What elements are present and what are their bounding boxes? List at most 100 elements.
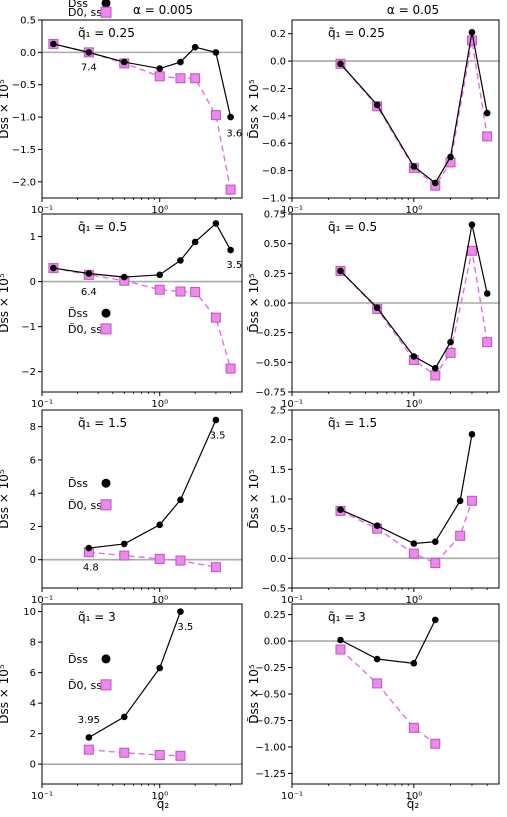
filled-point	[431, 364, 439, 372]
column-title-left: α = 0.005	[133, 3, 193, 17]
y-tick-label: 0	[30, 555, 36, 566]
y-tick-label: 1.5	[270, 465, 286, 476]
square-point	[119, 550, 130, 561]
filled-point	[85, 49, 93, 56]
y-tick-label: 4	[30, 699, 36, 710]
x-tick-label: 10⁻¹	[31, 791, 53, 802]
y-axis-label: D̃ss × 10⁵	[247, 273, 261, 333]
filled-point	[337, 506, 344, 513]
legend-label-square: D̃0, ss	[68, 323, 102, 336]
column-title-right: α = 0.05	[387, 3, 439, 17]
square-point	[210, 562, 221, 573]
filled-point	[373, 655, 381, 663]
filled-point	[373, 101, 381, 109]
square-point	[335, 644, 346, 655]
filled-point	[177, 496, 184, 504]
square-point	[466, 495, 477, 506]
square-point	[466, 245, 477, 256]
annotation: 3.5	[210, 430, 226, 441]
y-tick-label: −0.50	[255, 358, 286, 369]
panel-row1-left: 0.5 0.0 −0.5 −1.0 −1.5 −2.0 10⁻¹ 10⁰ 7.4 3.6 q̃₁ =…	[0, 0, 243, 216]
y-tick-label: 0.2	[270, 29, 286, 40]
y-tick-label: 0.5	[270, 524, 286, 535]
filled-point	[373, 304, 381, 312]
filled-point	[50, 264, 57, 272]
square-point	[175, 555, 186, 566]
square-point	[225, 184, 236, 195]
y-tick-label: 6	[30, 668, 36, 679]
legend-label-square: D̃0, ss	[68, 6, 102, 19]
filled-point	[227, 246, 234, 254]
filled-point	[85, 544, 93, 552]
filled-point	[410, 540, 418, 547]
filled-point	[483, 109, 491, 117]
x-tick-label: 10⁰	[151, 595, 168, 606]
square-point	[154, 553, 165, 564]
y-tick-label: −0.75	[255, 388, 286, 399]
y-axis-label: D̃ss × 10⁵	[247, 79, 261, 139]
y-tick-label: −0.50	[255, 690, 286, 701]
square-point	[225, 363, 236, 374]
filled-point	[156, 65, 164, 72]
filled-point	[120, 58, 128, 66]
y-tick-label: 0.25	[264, 269, 286, 280]
filled-point	[456, 497, 464, 505]
y-tick-label: −0.6	[262, 139, 286, 150]
y-tick-label: 0.5	[20, 16, 36, 27]
y-tick-label: 10	[23, 607, 36, 618]
plot-frame	[41, 409, 243, 589]
filled-point	[177, 58, 184, 66]
y-tick-label: −0.5	[12, 80, 36, 91]
panel-row2-left: 1 0 −1 −2 10⁻¹ 10⁰ 6.4 3.5 q̃₁ = 0.5 D̃ss D̃0, ss D…	[0, 213, 243, 410]
y-tick-label: 0.25	[264, 610, 286, 621]
filled-point	[120, 713, 128, 721]
plot-frame	[291, 213, 500, 393]
y-tick-label: −1.00	[255, 742, 286, 753]
filled-point	[410, 659, 418, 667]
q1-label: q̃₁ = 3	[328, 610, 366, 624]
filled-point	[156, 521, 164, 529]
legend-label-filled: D̃ss	[68, 307, 88, 320]
series-filled-line	[340, 434, 473, 545]
square-point	[190, 73, 201, 84]
y-tick-label: −0.5	[262, 584, 286, 595]
annotation: 6.4	[81, 287, 97, 298]
y-tick-label: −2	[21, 367, 36, 378]
annotation: 3.5	[226, 260, 242, 271]
panel-row3-left: 8 6 4 2 0 10⁻¹ 10⁰ 4.8 3.5 q̃₁ = 1.5 D̃ss D̃0, ss D̃…	[0, 409, 243, 606]
y-axis-label: D̃ss × 10⁵	[0, 664, 11, 724]
filled-point	[50, 40, 57, 48]
square-point	[210, 312, 221, 323]
y-tick-label: 1	[30, 232, 36, 243]
y-tick-label: 0.0	[270, 57, 286, 68]
filled-point	[431, 616, 439, 624]
q1-label: q̃₁ = 0.5	[328, 220, 377, 234]
y-tick-label: 0.00	[264, 299, 286, 310]
annotation: 4.8	[83, 563, 99, 574]
filled-point	[212, 49, 220, 56]
square-point	[210, 110, 221, 121]
legend-marker-filled	[101, 654, 111, 664]
plot-frame	[291, 409, 500, 589]
y-tick-label: −2.0	[12, 177, 36, 188]
series-filled-line	[340, 32, 488, 184]
filled-point	[212, 220, 220, 227]
filled-point	[431, 179, 439, 187]
y-tick-label: −1.0	[262, 194, 286, 205]
square-point	[175, 73, 186, 84]
annotation: 3.5	[177, 622, 193, 633]
q1-label: q̃₁ = 0.25	[328, 26, 385, 40]
plot-frame	[291, 19, 500, 199]
series-square-line	[340, 500, 473, 564]
annotation: 3.95	[78, 715, 100, 726]
annotation: 3.6	[226, 129, 242, 140]
y-tick-label: 0.00	[264, 637, 286, 648]
x-axis-label-left: q̃₂	[157, 797, 170, 811]
legend-marker-filled	[101, 308, 111, 318]
filled-point	[468, 221, 476, 228]
square-point	[175, 750, 186, 761]
square-point	[482, 131, 493, 142]
square-point	[408, 722, 419, 733]
